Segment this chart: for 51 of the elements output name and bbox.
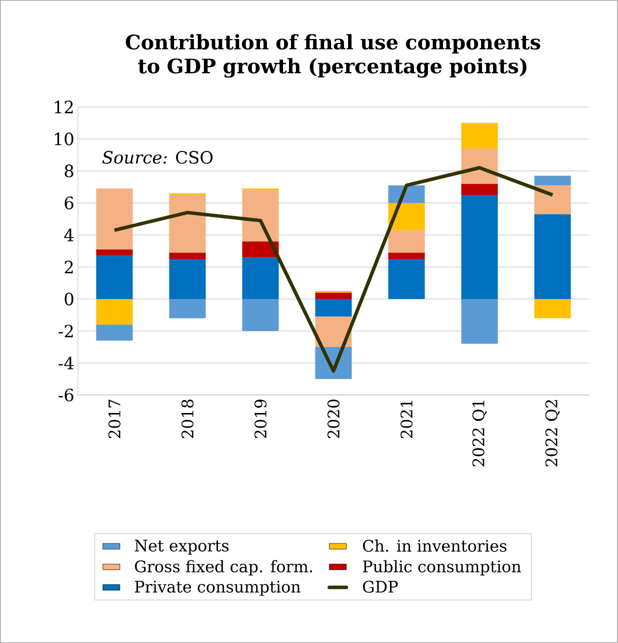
x-tick-label: 2020 xyxy=(327,400,340,438)
y-tick-label: 12 xyxy=(54,100,73,114)
bar xyxy=(96,256,133,299)
bar xyxy=(461,298,498,344)
legend-label: Private consumption xyxy=(134,580,300,596)
bar xyxy=(96,298,133,325)
y-tick-label: 0 xyxy=(64,292,74,306)
annotation: Source: CSO xyxy=(102,150,213,164)
legend-label: GDP xyxy=(362,580,398,593)
bar xyxy=(388,230,425,253)
y-tick-label: 8 xyxy=(64,164,74,178)
x-tick-label: 2022 Q1 xyxy=(472,400,487,466)
x-tick-label: 2019 xyxy=(254,400,267,438)
bar xyxy=(96,249,133,256)
bar xyxy=(315,292,352,299)
legend-label: Net exports xyxy=(134,540,229,555)
y-tick-label: -6 xyxy=(58,388,74,402)
y-tick-label: 4 xyxy=(64,228,74,242)
bar xyxy=(169,194,206,253)
x-tick-label: 2022 Q2 xyxy=(545,400,560,466)
bar xyxy=(242,190,279,242)
bar xyxy=(534,298,571,318)
x-tick-label: 2018 xyxy=(181,400,194,438)
bar xyxy=(242,257,279,299)
bar xyxy=(461,194,498,299)
x-tick-label: 2017 xyxy=(108,400,120,438)
bar xyxy=(315,298,352,317)
bar xyxy=(534,185,571,214)
bar xyxy=(169,298,206,318)
bar xyxy=(461,184,498,195)
y-tick-label: 6 xyxy=(64,196,74,210)
chart-title: Contribution of final use components to GDP growth (percentage points) xyxy=(126,34,540,78)
bar xyxy=(388,258,425,299)
bar xyxy=(169,252,206,259)
bar xyxy=(388,252,425,259)
bar xyxy=(534,176,571,186)
bar xyxy=(96,324,133,341)
x-tick-label: 2021 xyxy=(400,400,413,438)
y-tick-label: -2 xyxy=(58,324,73,338)
line-series xyxy=(112,166,554,373)
bar xyxy=(169,258,206,299)
bar xyxy=(534,214,571,299)
legend-label: Gross fixed cap. form. xyxy=(134,560,312,576)
bar xyxy=(242,298,279,331)
y-tick-label: 2 xyxy=(64,260,73,274)
legend-label: Ch. in inventories xyxy=(362,539,506,552)
legend-label: Public consumption xyxy=(362,560,522,576)
bar xyxy=(461,122,498,149)
y-tick-label: 10 xyxy=(54,132,74,146)
y-tick-label: -4 xyxy=(58,356,74,370)
bar xyxy=(96,188,133,250)
